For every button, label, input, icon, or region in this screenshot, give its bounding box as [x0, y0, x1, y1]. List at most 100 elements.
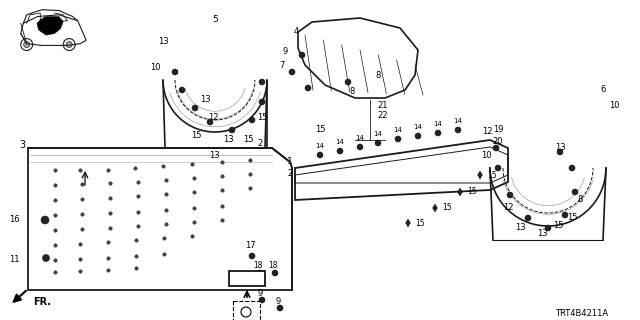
Circle shape	[345, 79, 351, 85]
Text: 15: 15	[467, 188, 477, 196]
Circle shape	[179, 87, 185, 93]
Circle shape	[249, 117, 255, 123]
Circle shape	[192, 105, 198, 111]
Text: 20: 20	[493, 137, 503, 146]
Circle shape	[357, 144, 363, 150]
Text: 12: 12	[482, 127, 492, 137]
Polygon shape	[477, 171, 483, 179]
Circle shape	[42, 254, 49, 261]
Circle shape	[172, 69, 178, 75]
Circle shape	[63, 39, 75, 51]
Text: 15: 15	[415, 219, 425, 228]
Text: 5: 5	[212, 15, 218, 25]
Circle shape	[24, 42, 29, 48]
Text: 10: 10	[481, 150, 492, 159]
Text: 13: 13	[223, 135, 234, 145]
Circle shape	[375, 140, 381, 146]
Circle shape	[305, 85, 311, 91]
FancyBboxPatch shape	[229, 271, 265, 286]
Text: FR.: FR.	[33, 297, 51, 307]
Text: 6: 6	[600, 85, 605, 94]
Text: 13: 13	[555, 143, 565, 153]
Text: 8: 8	[375, 70, 381, 79]
Text: 12: 12	[208, 114, 218, 123]
Text: 15: 15	[442, 204, 452, 212]
Circle shape	[229, 127, 235, 133]
Text: 15: 15	[553, 221, 563, 230]
Circle shape	[557, 149, 563, 155]
Circle shape	[569, 165, 575, 171]
Circle shape	[289, 69, 295, 75]
Circle shape	[20, 39, 33, 51]
Circle shape	[259, 297, 265, 303]
Circle shape	[395, 136, 401, 142]
Text: 14: 14	[394, 127, 403, 133]
Circle shape	[435, 130, 441, 136]
Text: 9: 9	[275, 298, 280, 307]
Circle shape	[66, 42, 72, 48]
Text: 10: 10	[609, 101, 620, 110]
Text: 15: 15	[257, 114, 268, 123]
Text: 13: 13	[157, 37, 168, 46]
Text: 9: 9	[282, 47, 287, 57]
Text: 11: 11	[9, 255, 19, 265]
Circle shape	[241, 307, 251, 317]
Text: 13: 13	[200, 95, 211, 105]
Text: 8: 8	[349, 87, 355, 97]
FancyBboxPatch shape	[233, 301, 260, 320]
Polygon shape	[406, 219, 410, 227]
Text: 13: 13	[537, 229, 547, 238]
Circle shape	[455, 127, 461, 133]
Circle shape	[415, 133, 421, 139]
Text: TRT4B4211A: TRT4B4211A	[556, 308, 609, 317]
Text: 14: 14	[335, 139, 344, 145]
Text: 4: 4	[293, 28, 299, 36]
Circle shape	[572, 189, 578, 195]
Circle shape	[493, 145, 499, 151]
Circle shape	[337, 148, 343, 154]
Circle shape	[259, 99, 265, 105]
Circle shape	[562, 212, 568, 218]
Text: 17: 17	[244, 242, 255, 251]
Text: 2: 2	[257, 140, 262, 148]
Circle shape	[277, 305, 283, 311]
Text: 19: 19	[493, 125, 503, 134]
Text: 15: 15	[487, 171, 497, 180]
Text: 7: 7	[279, 60, 285, 69]
Text: 14: 14	[374, 131, 383, 137]
Text: 14: 14	[356, 135, 364, 141]
Text: B-50: B-50	[237, 274, 257, 283]
Circle shape	[507, 192, 513, 198]
Circle shape	[495, 165, 501, 171]
Text: 10: 10	[150, 63, 160, 73]
Circle shape	[272, 270, 278, 276]
Text: 13: 13	[515, 223, 525, 233]
Text: 14: 14	[454, 118, 463, 124]
Text: 18: 18	[268, 261, 278, 270]
Text: 9: 9	[257, 290, 262, 299]
Text: 16: 16	[9, 215, 19, 225]
Circle shape	[317, 152, 323, 158]
Text: 21: 21	[378, 100, 388, 109]
Text: 8: 8	[577, 196, 582, 204]
Text: 14: 14	[413, 124, 422, 130]
Circle shape	[525, 215, 531, 221]
Text: 12: 12	[503, 204, 513, 212]
Circle shape	[249, 253, 255, 259]
Circle shape	[299, 52, 305, 58]
Circle shape	[41, 216, 49, 224]
Circle shape	[259, 79, 265, 85]
Polygon shape	[10, 289, 28, 305]
Polygon shape	[458, 188, 462, 196]
Circle shape	[257, 270, 263, 276]
Text: 15: 15	[315, 125, 325, 134]
Text: 14: 14	[433, 121, 442, 127]
Text: 22: 22	[378, 110, 388, 119]
Text: 15: 15	[243, 135, 253, 145]
Circle shape	[545, 225, 551, 231]
Text: 15: 15	[191, 131, 201, 140]
Text: 18: 18	[253, 261, 263, 270]
Text: 14: 14	[316, 143, 324, 149]
Polygon shape	[433, 204, 437, 212]
Text: 13: 13	[209, 150, 220, 159]
